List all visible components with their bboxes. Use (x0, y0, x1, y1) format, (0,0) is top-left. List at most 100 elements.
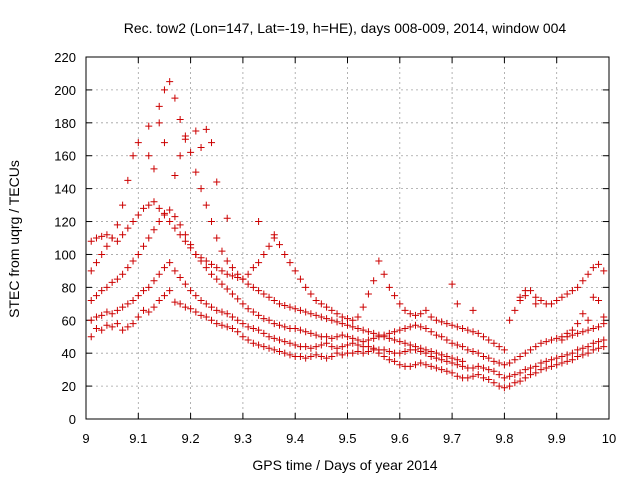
data-point-marker (547, 362, 555, 370)
data-point-marker (291, 267, 299, 275)
data-point-marker (234, 273, 242, 281)
data-point-marker (527, 346, 535, 354)
data-point-marker (260, 290, 268, 298)
data-point-marker (422, 346, 430, 354)
data-point-marker (344, 321, 351, 329)
data-point-marker (213, 234, 221, 242)
data-point-marker (92, 259, 100, 267)
data-point-marker (176, 116, 184, 124)
data-point-marker (485, 366, 493, 374)
data-point-marker (87, 297, 95, 305)
data-point-marker (459, 325, 467, 332)
data-point-marker (244, 280, 252, 288)
data-point-marker (490, 379, 498, 387)
data-point-marker (574, 329, 582, 337)
data-point-marker (124, 176, 132, 184)
data-point-marker (134, 211, 142, 219)
data-point-marker (401, 325, 409, 332)
data-point-marker (249, 283, 257, 291)
data-point-marker (595, 323, 603, 331)
data-point-marker (558, 336, 566, 344)
data-point-marker (145, 234, 153, 242)
data-point-marker (223, 285, 231, 293)
data-point-marker (234, 295, 242, 303)
data-point-marker (417, 310, 425, 318)
data-point-marker (181, 303, 189, 311)
data-point-marker (213, 275, 221, 283)
data-point-marker (276, 300, 284, 308)
data-point-marker (579, 344, 587, 352)
data-point-marker (349, 334, 357, 342)
data-point-marker (187, 148, 195, 156)
data-point-marker (181, 132, 189, 140)
data-point-marker (155, 270, 163, 278)
data-point-marker (228, 272, 236, 280)
data-point-marker (453, 323, 461, 331)
data-point-marker (291, 325, 299, 332)
data-point-marker (375, 257, 383, 265)
data-point-marker (354, 313, 362, 321)
data-point-marker (537, 366, 545, 374)
data-point-marker (406, 362, 414, 370)
data-point-marker (589, 346, 597, 354)
data-point-marker (244, 323, 252, 331)
data-point-marker (155, 204, 163, 212)
data-point-marker (500, 384, 508, 392)
data-point-marker (171, 224, 179, 232)
data-point-marker (87, 237, 95, 245)
data-point-marker (270, 297, 278, 305)
data-point-marker (385, 356, 393, 364)
data-point-marker (160, 211, 168, 219)
data-point-marker (108, 310, 116, 318)
data-point-marker (140, 287, 148, 295)
data-point-marker (113, 237, 121, 245)
data-point-marker (307, 344, 315, 352)
data-point-marker (208, 270, 216, 278)
data-point-marker (595, 297, 603, 305)
data-point-marker (453, 300, 461, 308)
data-point-marker (338, 343, 346, 351)
data-point-marker (171, 298, 179, 306)
x-tick-label: 9.2 (182, 431, 200, 446)
data-point-marker (391, 292, 399, 300)
data-point-marker (448, 339, 456, 347)
data-point-marker (448, 369, 456, 377)
data-point-marker (192, 168, 200, 176)
data-point-marker (553, 354, 561, 362)
data-point-marker (396, 349, 404, 357)
data-point-marker (202, 313, 210, 321)
data-point-marker (255, 218, 263, 226)
data-point-marker (328, 334, 336, 342)
data-point-marker (307, 310, 315, 318)
data-point-marker (276, 336, 284, 344)
data-point-marker (302, 328, 310, 336)
data-point-marker (406, 323, 414, 331)
data-point-marker (589, 325, 597, 332)
data-point-marker (286, 303, 294, 311)
data-point-marker (134, 139, 142, 147)
data-point-marker (312, 331, 320, 339)
data-point-marker (312, 311, 320, 319)
data-point-marker (213, 264, 221, 272)
data-point-marker (124, 224, 132, 232)
data-point-marker (155, 119, 163, 127)
data-point-marker (422, 361, 430, 369)
data-point-marker (134, 313, 142, 321)
data-point-marker (474, 362, 482, 370)
data-point-marker (359, 338, 367, 346)
data-point-marker (448, 321, 456, 329)
x-tick-label: 9.6 (391, 431, 409, 446)
data-point-marker (281, 349, 289, 357)
data-point-marker (516, 377, 524, 385)
y-tick-label: 40 (62, 346, 76, 361)
data-point-marker (249, 339, 257, 347)
data-point-marker (469, 364, 477, 372)
data-point-marker (197, 185, 205, 193)
data-point-marker (218, 308, 226, 316)
data-point-marker (333, 333, 341, 341)
data-point-marker (197, 254, 205, 262)
data-point-marker (417, 323, 425, 331)
data-point-marker (223, 257, 231, 265)
data-point-marker (495, 382, 503, 390)
